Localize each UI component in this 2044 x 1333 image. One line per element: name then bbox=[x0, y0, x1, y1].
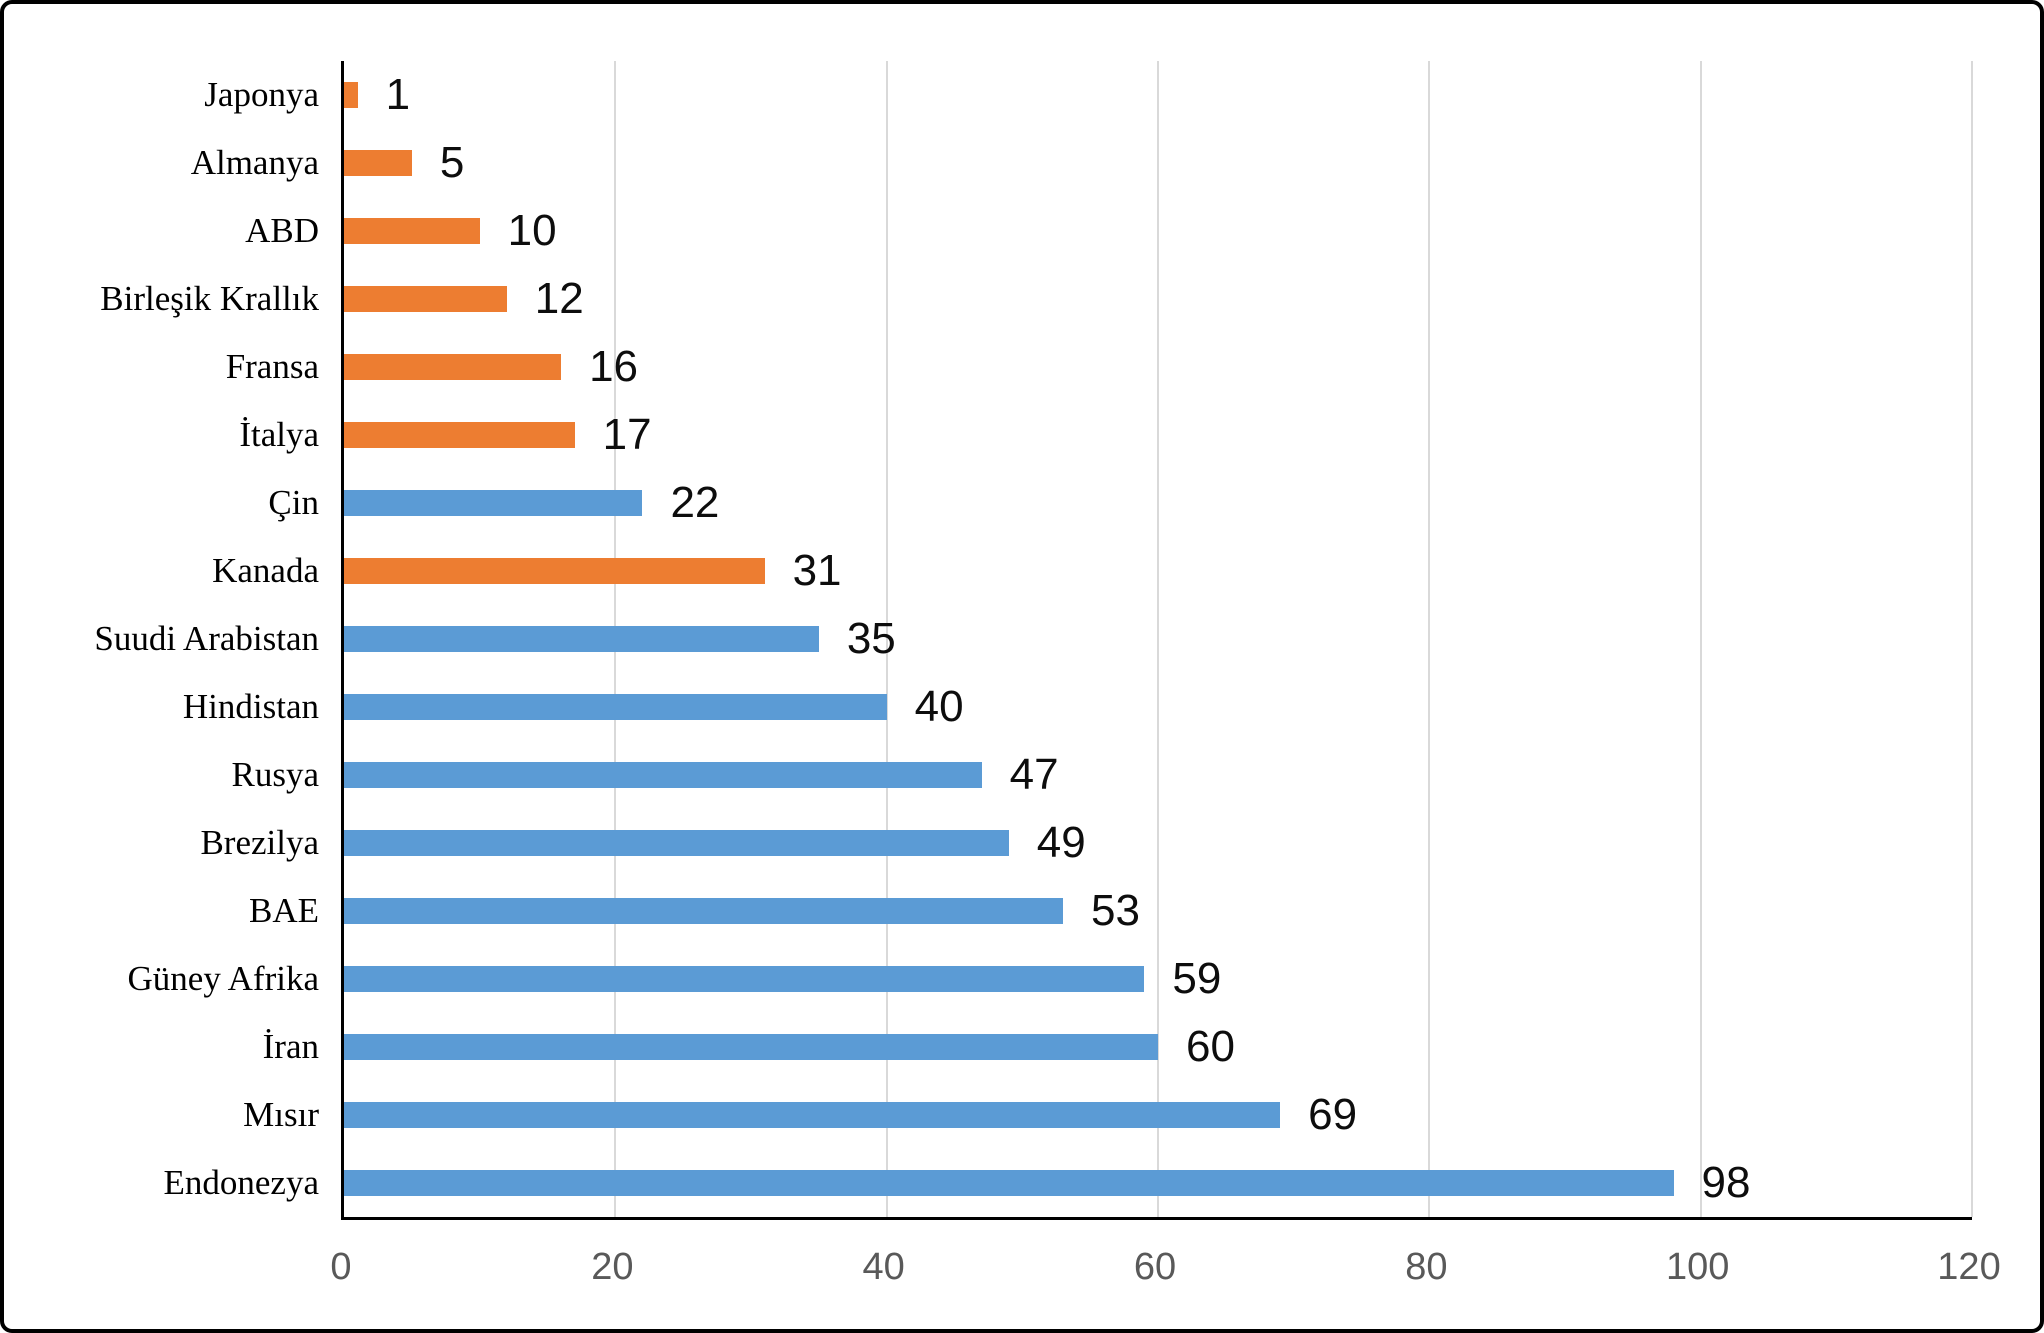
bar-row: 12 bbox=[344, 265, 1972, 333]
bar-blue bbox=[344, 898, 1064, 924]
category-label: Mısır bbox=[243, 1095, 319, 1134]
category-label: ABD bbox=[245, 211, 319, 250]
gridline bbox=[885, 61, 888, 1217]
bar-orange bbox=[344, 422, 575, 448]
value-label: 5 bbox=[439, 138, 465, 187]
category-label: Birleşik Krallık bbox=[100, 279, 319, 318]
category-label: Brezilya bbox=[200, 823, 319, 862]
gridline bbox=[1971, 61, 1973, 1217]
category-label: Almanya bbox=[190, 143, 319, 182]
bar-row: 22 bbox=[344, 469, 1972, 537]
gridline bbox=[1157, 61, 1159, 1217]
bar-row: 40 bbox=[344, 673, 1972, 741]
bar-row: 47 bbox=[344, 741, 1972, 809]
category-label: BAE bbox=[249, 891, 319, 930]
bar-orange bbox=[344, 82, 358, 108]
bar-blue bbox=[344, 490, 643, 516]
x-axis-tick-label: 100 bbox=[1665, 1246, 1730, 1288]
bar-row: 31 bbox=[344, 537, 1972, 605]
category-label: Güney Afrika bbox=[127, 959, 319, 998]
value-label: 10 bbox=[507, 206, 557, 255]
x-axis-tick-label: 80 bbox=[1405, 1246, 1448, 1288]
bar-row: 53 bbox=[344, 877, 1972, 945]
x-axis-tick-label: 40 bbox=[862, 1246, 905, 1288]
value-label: 59 bbox=[1172, 954, 1222, 1003]
bar-row: 35 bbox=[344, 605, 1972, 673]
bar-row: 16 bbox=[344, 333, 1972, 401]
value-label: 98 bbox=[1701, 1158, 1751, 1207]
value-label: 16 bbox=[589, 342, 639, 391]
bar-blue bbox=[344, 694, 887, 720]
bar-row: 59 bbox=[344, 945, 1972, 1013]
x-axis-tick-label: 0 bbox=[330, 1246, 352, 1288]
value-label: 69 bbox=[1308, 1090, 1358, 1139]
category-label: Fransa bbox=[225, 347, 319, 386]
value-label: 35 bbox=[846, 614, 896, 663]
value-label: 60 bbox=[1186, 1022, 1235, 1071]
value-label: 17 bbox=[602, 410, 652, 459]
category-label: Rusya bbox=[231, 755, 320, 794]
bar-row: 60 bbox=[344, 1013, 1972, 1081]
bar-blue bbox=[344, 762, 982, 788]
value-label: 49 bbox=[1036, 818, 1086, 867]
category-label: Suudi Arabistan bbox=[94, 619, 319, 658]
category-label: Çin bbox=[268, 483, 319, 522]
category-label: Endonezya bbox=[163, 1163, 319, 1202]
bar-orange bbox=[344, 558, 765, 584]
bar-blue bbox=[344, 1034, 1158, 1060]
bar-orange bbox=[344, 218, 480, 244]
value-label: 31 bbox=[792, 546, 842, 595]
bar-row: 10 bbox=[344, 197, 1972, 265]
gridline bbox=[1428, 61, 1431, 1217]
category-label: İtalya bbox=[239, 415, 319, 454]
value-label: 1 bbox=[385, 70, 411, 119]
category-label: Hindistan bbox=[182, 687, 319, 726]
bar-row: 69 bbox=[344, 1081, 1972, 1149]
value-label: 53 bbox=[1091, 886, 1140, 935]
category-label: Japonya bbox=[204, 75, 319, 114]
value-label: 47 bbox=[1009, 750, 1059, 799]
value-label: 22 bbox=[670, 478, 720, 527]
bar-orange bbox=[344, 286, 507, 312]
x-axis-tick-label: 20 bbox=[591, 1246, 634, 1288]
bar-blue bbox=[344, 626, 819, 652]
value-label: 12 bbox=[534, 274, 584, 323]
x-axis-tick-label: 120 bbox=[1937, 1246, 2001, 1288]
category-label: İran bbox=[262, 1027, 319, 1066]
bar-row: 49 bbox=[344, 809, 1972, 877]
x-axis-tick-label: 60 bbox=[1133, 1246, 1177, 1288]
bar-blue bbox=[344, 1170, 1674, 1196]
value-label: 40 bbox=[914, 682, 964, 731]
bar-blue bbox=[344, 1102, 1281, 1128]
bar-orange bbox=[344, 354, 562, 380]
bar-row: 98 bbox=[344, 1149, 1972, 1217]
plot-area: 1 5 10 12 16 17 22 31 35 40 47 49 53 59 60 69 98 bbox=[341, 61, 1973, 1220]
bar-blue bbox=[344, 830, 1009, 856]
bar-row: 17 bbox=[344, 401, 1972, 469]
bar-blue bbox=[344, 966, 1145, 992]
bar-orange bbox=[344, 150, 412, 176]
bar-row: 1 bbox=[344, 61, 1972, 129]
gridline bbox=[1699, 61, 1702, 1217]
bar-row: 5 bbox=[344, 129, 1972, 197]
category-label: Kanada bbox=[212, 551, 319, 590]
